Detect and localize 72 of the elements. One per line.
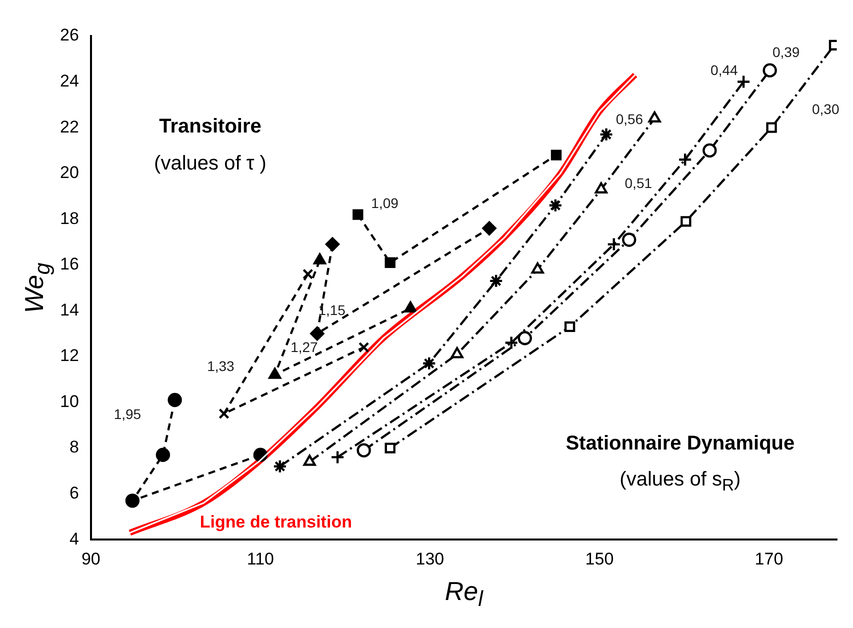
annotation: 0,44 (710, 62, 738, 78)
annotation: (values of τ ) (154, 152, 266, 176)
point (548, 198, 562, 212)
point (678, 152, 692, 167)
point (218, 408, 230, 420)
point (766, 122, 777, 133)
point (310, 326, 324, 341)
x-tick-label: 110 (246, 549, 274, 568)
point (622, 232, 636, 247)
annotation: 1,15 (318, 302, 346, 318)
point (358, 342, 370, 353)
annotation: Stationnaire Dynamique (566, 432, 795, 456)
point (302, 268, 314, 280)
point (550, 150, 562, 160)
y-tick-label: 6 (69, 484, 79, 503)
y-tick-label: 22 (60, 117, 79, 136)
annotation: 0,56 (616, 110, 644, 127)
point (384, 257, 396, 268)
point (564, 321, 576, 332)
point (125, 494, 140, 508)
point (504, 336, 518, 350)
point (680, 216, 692, 227)
y-tick-label: 26 (60, 26, 79, 45)
point (325, 237, 340, 252)
y-tick-label: 14 (60, 300, 79, 320)
point (762, 63, 777, 78)
annotation: 0,30 (812, 101, 840, 118)
annotation: 1,09 (371, 195, 398, 212)
point (313, 253, 326, 264)
series-label: Ligne de transition (200, 512, 352, 532)
y-tick-label: 4 (69, 529, 79, 548)
point (702, 143, 717, 158)
y-tick-label: 18 (60, 208, 79, 228)
point (330, 450, 345, 464)
point (272, 459, 288, 474)
y-tick-label: 10 (60, 392, 79, 411)
point (356, 443, 371, 458)
y-tick-label: 8 (69, 438, 79, 457)
point (736, 74, 751, 89)
y-tick-label: 16 (60, 254, 79, 274)
point (594, 182, 608, 194)
point (531, 262, 544, 274)
point (404, 301, 417, 312)
annotation: 1,33 (207, 358, 234, 374)
annotation: (values of s$_{R}$) (620, 468, 741, 496)
annotation: 1,27 (290, 339, 318, 356)
point (518, 331, 532, 346)
x-tick-label: 90 (81, 549, 100, 568)
point (482, 221, 496, 236)
annotation: Transitoire (159, 115, 262, 138)
y-tick-label: 24 (60, 71, 79, 90)
y-tick-label: 20 (60, 163, 79, 182)
point (384, 442, 396, 454)
point (303, 454, 316, 466)
x-axis-title: Re$_{l}$ (444, 576, 483, 612)
point (450, 347, 464, 358)
point (606, 237, 621, 252)
point (422, 356, 436, 370)
annotation: 0,39 (772, 44, 800, 60)
point (268, 368, 282, 379)
point (168, 392, 182, 408)
point (156, 448, 170, 462)
x-tick-label: 130 (416, 549, 444, 568)
annotation: 1,95 (114, 406, 142, 422)
x-tick-label: 170 (754, 549, 784, 568)
y-tick-label: 12 (60, 346, 79, 366)
annotation: 0,51 (624, 174, 652, 191)
point (352, 209, 364, 220)
point (648, 111, 661, 123)
point (599, 127, 614, 142)
point (488, 274, 504, 288)
x-tick-label: 150 (585, 549, 614, 568)
